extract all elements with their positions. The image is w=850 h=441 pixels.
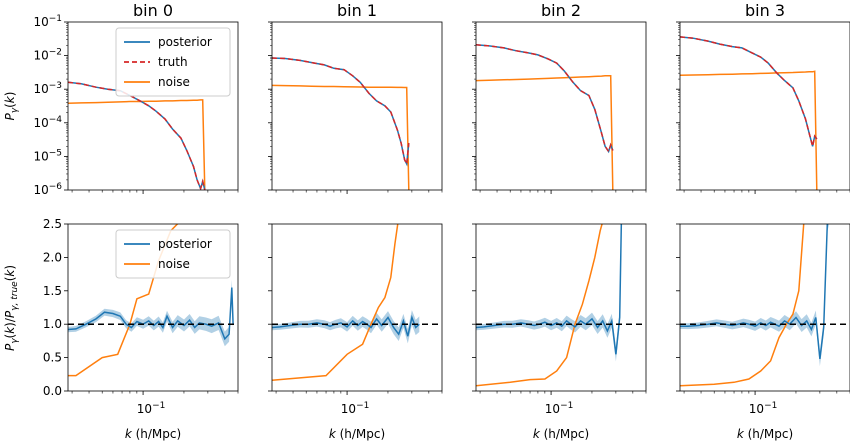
y-tick-label: 1.5 — [43, 284, 62, 298]
bottom-axes-frame — [679, 223, 850, 392]
x-tick-label: 10−1 — [749, 401, 778, 416]
legend-label-posterior: posterior — [158, 237, 212, 251]
y-tick-label: 0.5 — [43, 351, 62, 365]
noise-ratio-line — [476, 224, 603, 387]
x-tick-label: 10−1 — [545, 401, 574, 416]
panel-title: bin 2 — [541, 1, 581, 20]
top-axes-frame — [271, 21, 443, 191]
y-tick-label: 10−6 — [33, 182, 62, 197]
y-tick-label: 10−5 — [33, 148, 62, 163]
top-axes-frame — [679, 21, 850, 191]
y-tick-label: 0.0 — [43, 384, 62, 398]
posterior-band — [476, 224, 622, 362]
legend-label-noise: noise — [158, 75, 190, 89]
noise-line — [68, 99, 206, 190]
bottom-axes-bg — [680, 224, 850, 391]
bottom-axes-bg — [476, 224, 646, 391]
x-axis-label: k (h/Mpc) — [125, 427, 181, 441]
y-tick-label: 10−1 — [33, 14, 62, 29]
y-axis-label-bottom: Pγ(k)/Pγ, true(k) — [3, 265, 20, 351]
posterior-ratio-line — [272, 314, 420, 337]
top-axes-bg — [272, 22, 442, 190]
bottom-axes-frame — [67, 223, 239, 392]
legend-box — [115, 27, 231, 97]
y-tick-label: 2.5 — [43, 217, 62, 231]
top-axes-frame — [67, 21, 239, 191]
truth-line — [680, 36, 818, 147]
x-axis-label: k (h/Mpc) — [737, 427, 793, 441]
bottom-axes-bg — [272, 224, 442, 391]
posterior-ratio-line — [680, 224, 829, 359]
panel-title: bin 3 — [745, 1, 785, 20]
y-axis-label-top: Pγ(k) — [3, 92, 20, 121]
x-tick-label: 10−1 — [341, 401, 370, 416]
x-axis-label: k (h/Mpc) — [533, 427, 589, 441]
panel-title: bin 1 — [337, 1, 377, 20]
x-tick-label: 10−1 — [137, 401, 166, 416]
legend-label-posterior: posterior — [158, 35, 212, 49]
truth-line — [68, 81, 206, 190]
bottom-axes-frame — [475, 223, 647, 392]
x-axis-label: k (h/Mpc) — [329, 427, 385, 441]
y-tick-label: 10−3 — [33, 81, 62, 96]
posterior-band — [68, 279, 234, 347]
plot-area: bin 0 10−6 10−5 10−4 10−3 10−2 10−1 0.0 0.5 1.0 1.… — [3, 1, 850, 441]
truth-line — [272, 57, 410, 167]
y-tick-label: 10−4 — [33, 115, 62, 130]
posterior-ratio-line — [68, 287, 234, 341]
top-axes-bg — [680, 22, 850, 190]
noise-ratio-line — [680, 224, 805, 387]
panel-title: bin 0 — [133, 1, 173, 20]
legend-top: posterior truth noise — [115, 27, 231, 97]
noise-ratio-line — [272, 224, 399, 382]
y-tick-label: 1.0 — [43, 317, 62, 331]
y-tick-label: 10−2 — [33, 48, 62, 63]
legend-label-noise: noise — [158, 257, 190, 271]
legend-label-truth: truth — [158, 55, 188, 69]
legend-bottom: posterior noise — [115, 229, 231, 279]
top-axes-frame — [475, 21, 647, 191]
noise-line — [680, 70, 818, 190]
bottom-axes-frame — [271, 223, 443, 392]
posterior-line — [476, 44, 614, 154]
y-tick-label: 2.0 — [43, 250, 62, 264]
legend-box — [115, 229, 231, 279]
top-axes-bg — [476, 22, 646, 190]
